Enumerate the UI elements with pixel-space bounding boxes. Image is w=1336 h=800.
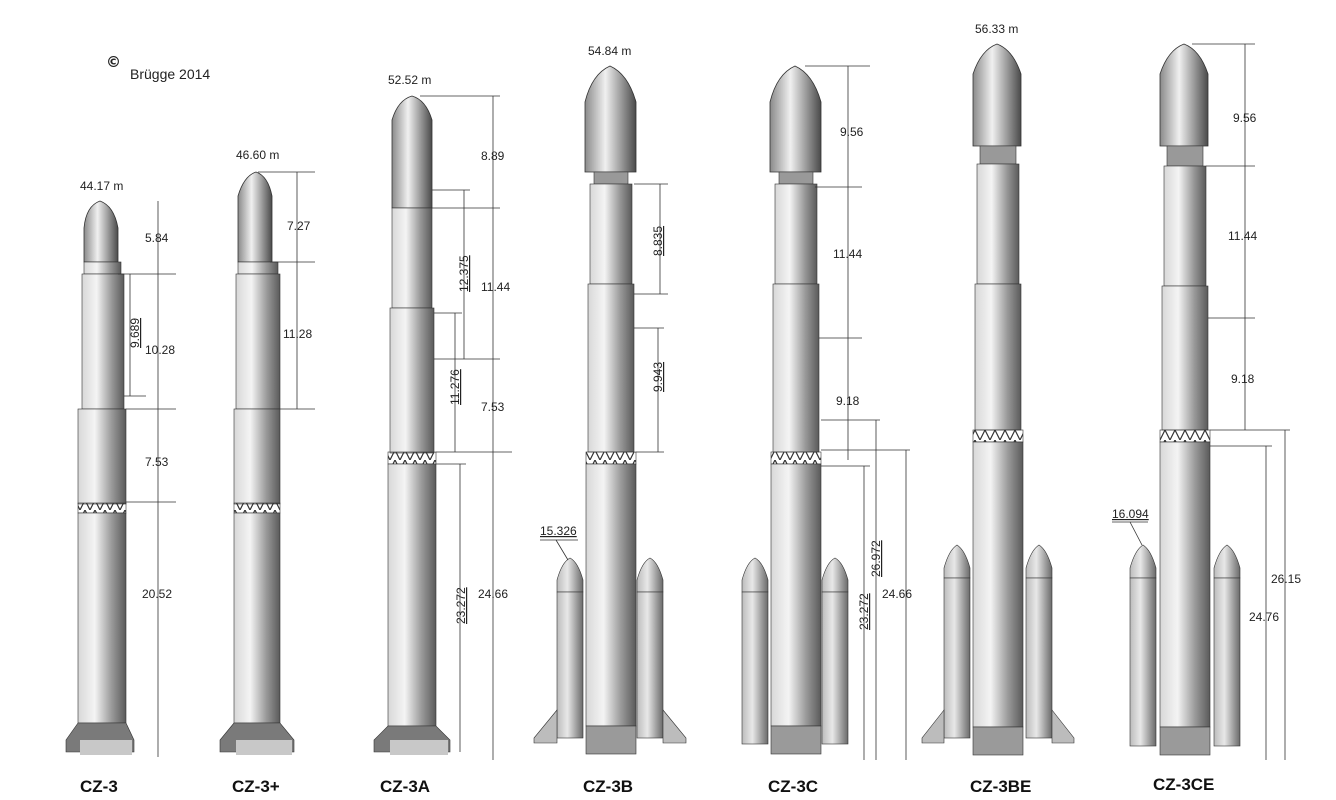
- dim-cz-3c-stage3: 11.44: [833, 247, 862, 261]
- boosters-cz-3be: [921, 544, 1075, 744]
- dim-cz-3-stage3-span: 9.689: [128, 318, 142, 348]
- label-cz-3ce: CZ-3CE: [1153, 775, 1214, 794]
- dim-cz-3c-span-23: 23.272: [857, 593, 871, 630]
- dimension-lines-cz-3: [118, 201, 176, 757]
- dim-cz-3c-fairing: 9.56: [840, 125, 864, 139]
- dim-cz-3ce-booster: 16.094: [1112, 507, 1149, 521]
- dim-cz-3b-span-9: 9.943: [651, 362, 665, 392]
- dim-cz-3c-stage2: 9.18: [836, 394, 860, 408]
- rocket-cz-3ce: [1159, 43, 1211, 756]
- dim-cz-3c-stage1: 24.66: [882, 587, 912, 601]
- rocket-cz-3a: [373, 95, 451, 755]
- dim-cz-3ce-fairing: 9.56: [1233, 111, 1257, 125]
- label-cz-3a: CZ-3A: [380, 777, 430, 796]
- label-cz-3-plus: CZ-3+: [232, 777, 280, 796]
- dimension-lines-cz-3ce: [1112, 43, 1290, 760]
- dim-cz-3-stage2: 7.53: [145, 455, 169, 469]
- dimension-lines-cz-3a: [420, 95, 512, 760]
- dim-cz-3-plus-fairing: 7.27: [287, 219, 311, 233]
- copyright-symbol: ©: [106, 53, 121, 71]
- credit-text: Brügge 2014: [130, 66, 210, 82]
- dim-cz-3-fairing: 5.84: [145, 231, 169, 245]
- dim-cz-3a-span-23: 23.272: [454, 587, 468, 624]
- dim-cz-3a-fairing: 8.89: [481, 149, 505, 163]
- dim-cz-3a-span-12: 12.375: [457, 255, 471, 292]
- rocket-cz-3c: [769, 65, 822, 755]
- dimension-lines-cz-3b: [540, 183, 668, 561]
- rocket-cz-3-plus: [219, 171, 295, 755]
- dim-cz-3ce-stage1: 24.76: [1249, 610, 1279, 624]
- dim-cz-3b-span-8: 8.835: [651, 226, 665, 256]
- dim-cz-3ce-stage2: 9.18: [1231, 372, 1255, 386]
- dim-cz-3-stage1: 20.52: [142, 587, 172, 601]
- dim-cz-3b-booster: 15.326: [540, 524, 577, 538]
- dim-cz-3-plus-stage3: 11.28: [283, 327, 312, 341]
- dimension-lines-cz-3-plus: [258, 171, 315, 410]
- height-cz-3-plus: 46.60 m: [236, 148, 279, 162]
- label-cz-3be: CZ-3BE: [970, 777, 1031, 796]
- dim-cz-3a-stage1: 24.66: [478, 587, 508, 601]
- dim-cz-3ce-span-26: 26.15: [1271, 572, 1301, 586]
- label-cz-3c: CZ-3C: [768, 777, 818, 796]
- label-cz-3: CZ-3: [80, 777, 118, 796]
- dim-cz-3a-stage2: 7.53: [481, 400, 505, 414]
- boosters-cz-3b: [533, 557, 687, 744]
- dim-cz-3-stage3: 10.28: [145, 343, 175, 357]
- rocket-cz-3b: [584, 65, 637, 755]
- label-cz-3b: CZ-3B: [583, 777, 633, 796]
- dim-cz-3ce-stage3: 11.44: [1228, 229, 1257, 243]
- height-cz-3a: 52.52 m: [388, 73, 431, 87]
- boosters-cz-3c: [741, 557, 849, 745]
- height-cz-3: 44.17 m: [80, 179, 123, 193]
- dimension-lines-cz-3c: [805, 65, 910, 760]
- dim-cz-3a-stage3: 11.44: [481, 280, 510, 294]
- rocket-cz-3be: [972, 43, 1024, 756]
- dim-cz-3a-span-11: 11.276: [448, 369, 462, 405]
- height-cz-3be: 56.33 m: [975, 22, 1018, 36]
- rocket-cz-3: [65, 200, 135, 755]
- dim-cz-3c-span-26: 26.972: [869, 540, 883, 577]
- boosters-cz-3ce: [1129, 544, 1241, 747]
- height-cz-3b: 54.84 m: [588, 44, 631, 58]
